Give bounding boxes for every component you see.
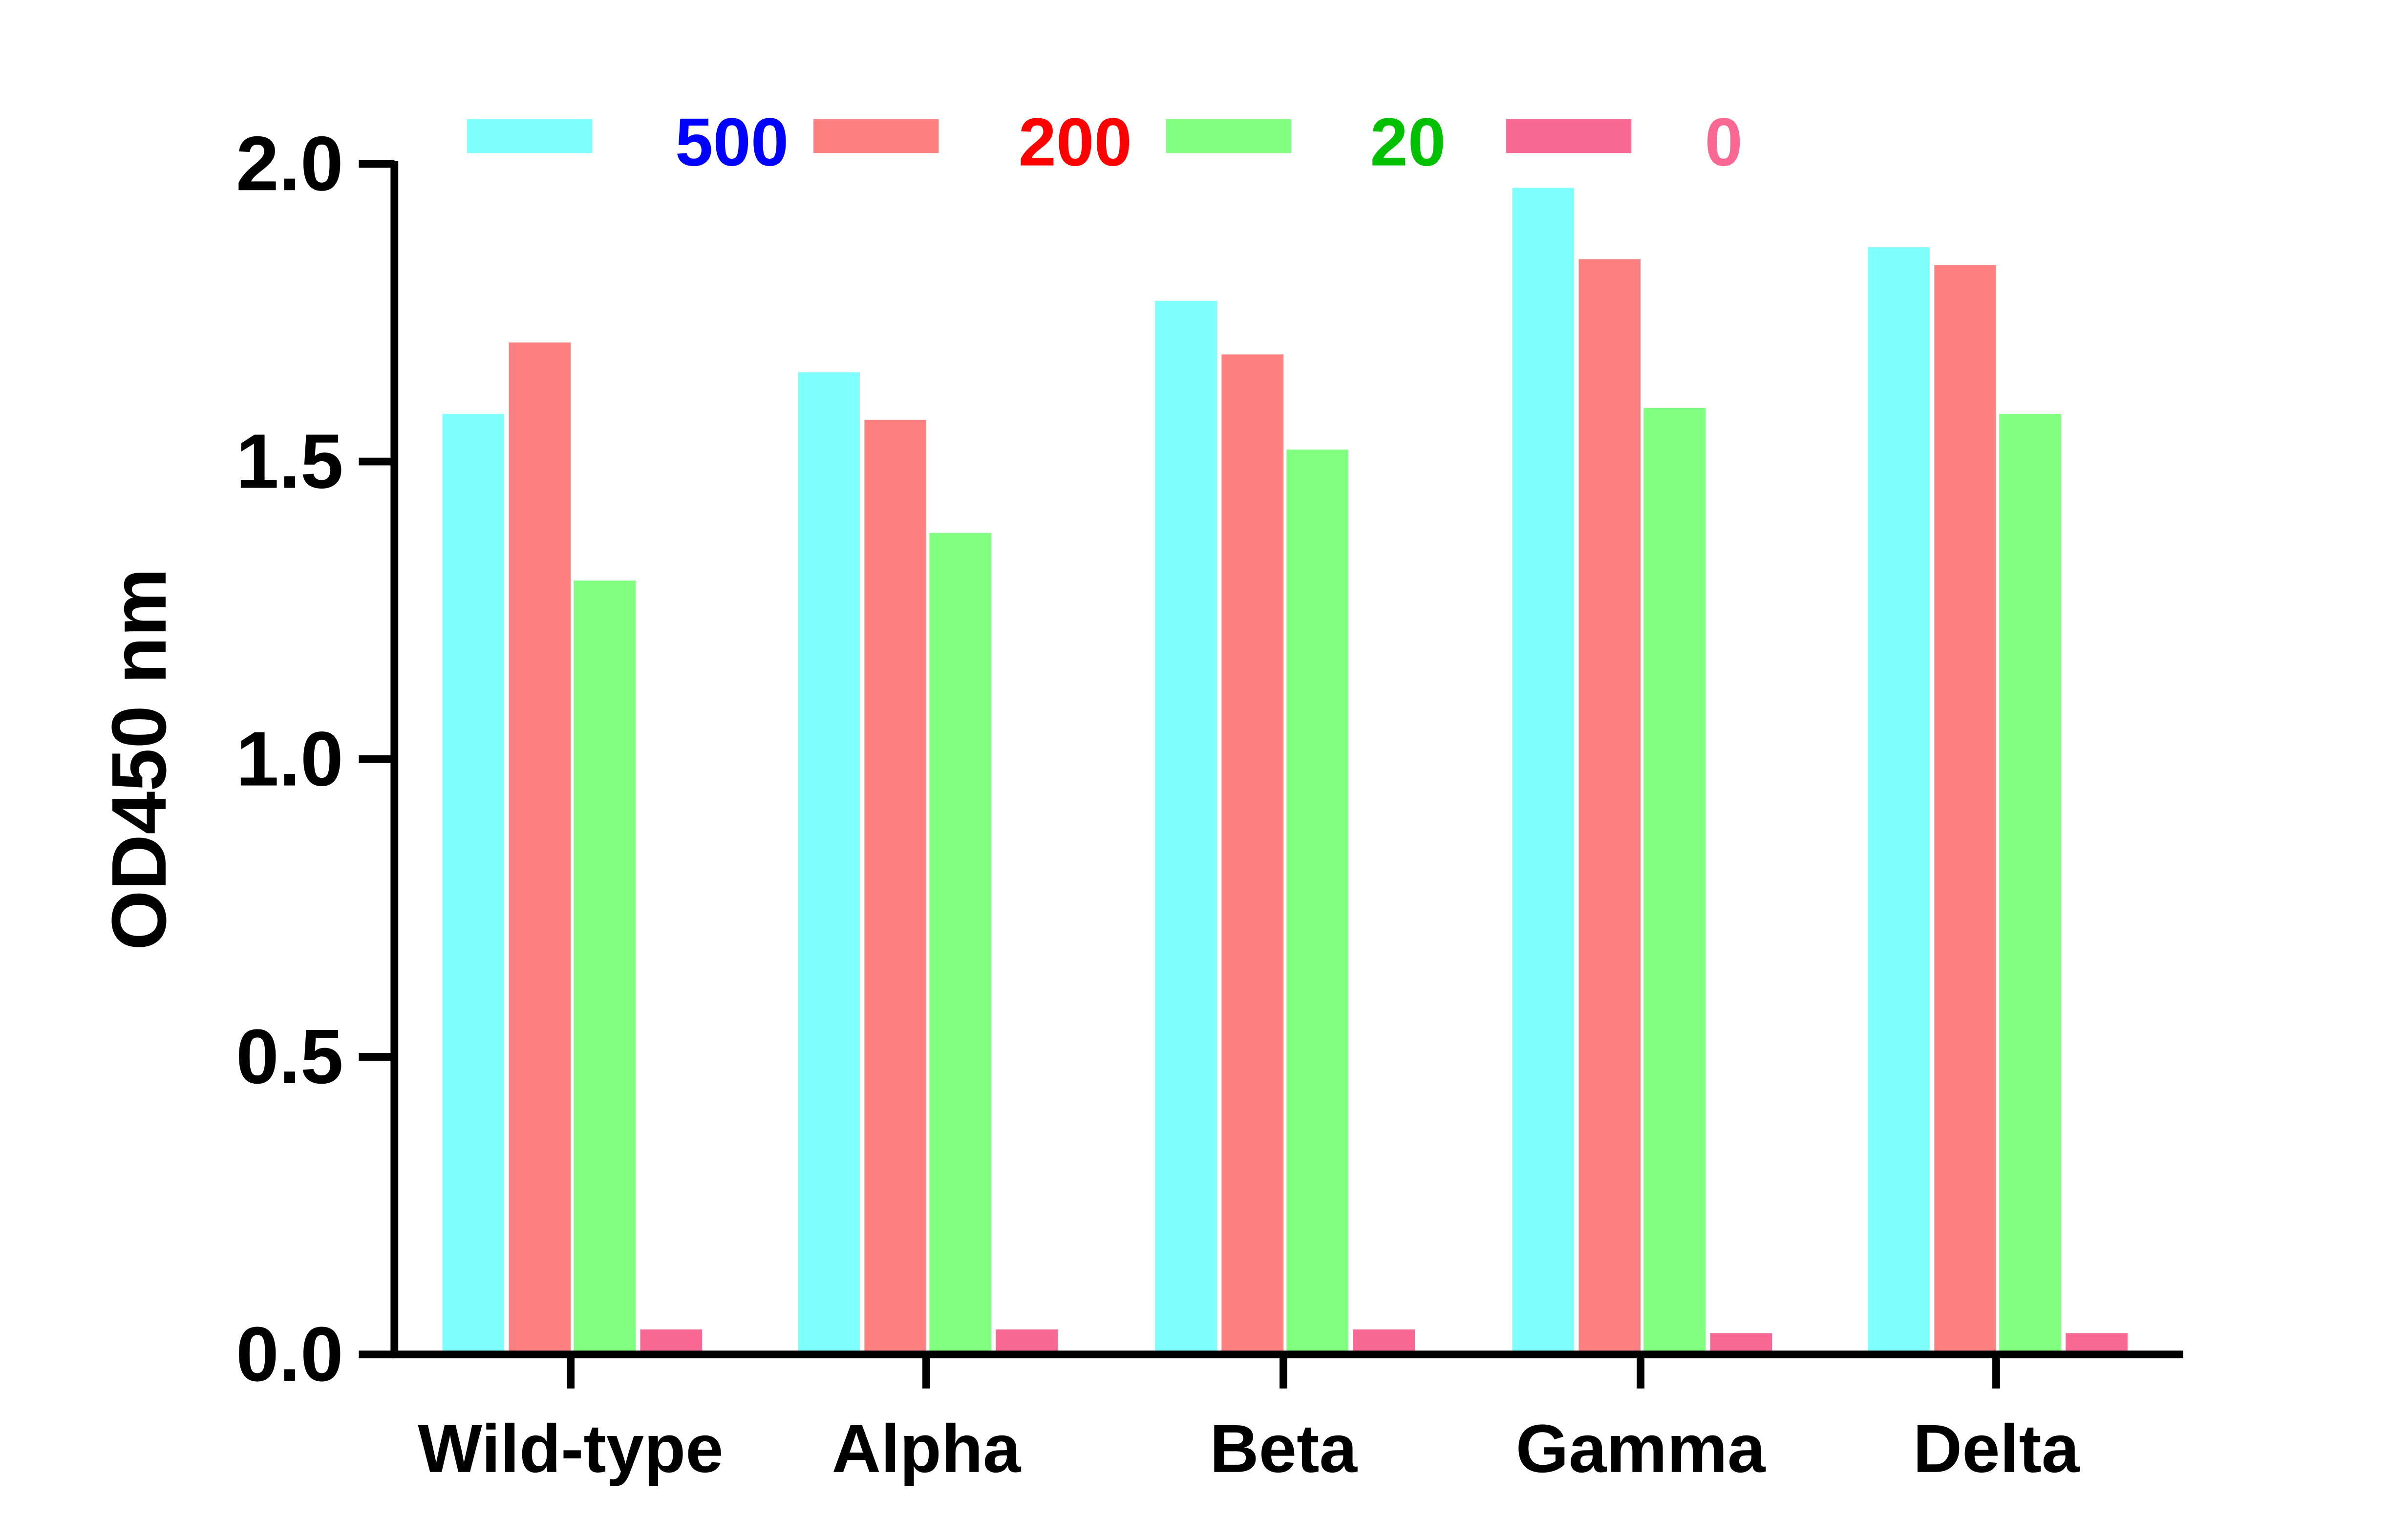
bar-gamma-200	[1578, 259, 1641, 1355]
bar-wild-type-20	[574, 580, 636, 1355]
y-tick-label: 0.0	[236, 1311, 343, 1397]
bar-alpha-20	[929, 533, 991, 1355]
bar-wild-type-500	[442, 414, 504, 1355]
bar-gamma-20	[1643, 407, 1706, 1355]
legend: 500 200 20 0	[467, 104, 1743, 180]
bar-gamma-500	[1512, 188, 1574, 1355]
y-tick-label: 0.5	[236, 1013, 343, 1100]
bar-alpha-500	[798, 372, 860, 1355]
legend-label-500: 500	[675, 104, 789, 180]
bar-delta-20	[1999, 414, 2061, 1355]
x-tick-label: Wild-type	[418, 1411, 723, 1487]
legend-swatch-20	[1166, 119, 1291, 153]
legend-label-0: 0	[1705, 104, 1742, 180]
bar-beta-0	[1353, 1329, 1415, 1355]
y-ticks: 0.0 0.5 1.0 1.5 2.0	[236, 120, 395, 1397]
bar-beta-200	[1221, 354, 1283, 1355]
bar-beta-500	[1155, 300, 1217, 1355]
legend-swatch-500	[467, 119, 593, 153]
bar-delta-500	[1868, 247, 1930, 1355]
bar-delta-200	[1934, 265, 1996, 1355]
x-tick-label: Alpha	[832, 1411, 1022, 1487]
y-tick-label: 2.0	[236, 120, 343, 207]
y-tick-label: 1.5	[236, 418, 343, 504]
legend-label-20: 20	[1370, 104, 1446, 180]
y-tick-label: 1.0	[236, 716, 343, 802]
legend-swatch-200	[813, 119, 939, 153]
bar-alpha-200	[864, 420, 926, 1355]
x-tick-label: Beta	[1210, 1411, 1358, 1487]
bar-alpha-0	[996, 1329, 1058, 1355]
y-axis-label: OD450 nm	[96, 568, 182, 951]
bar-beta-20	[1286, 449, 1348, 1355]
x-tick-label: Gamma	[1516, 1411, 1766, 1487]
x-tick-label: Delta	[1913, 1411, 2080, 1487]
bar-wild-type-0	[640, 1329, 703, 1355]
x-ticks: Wild-type Alpha Beta Gamma Delta	[418, 1354, 2080, 1487]
legend-label-200: 200	[1019, 104, 1132, 180]
bars	[442, 188, 2128, 1355]
bar-wild-type-200	[509, 342, 571, 1355]
legend-swatch-0	[1506, 119, 1632, 153]
